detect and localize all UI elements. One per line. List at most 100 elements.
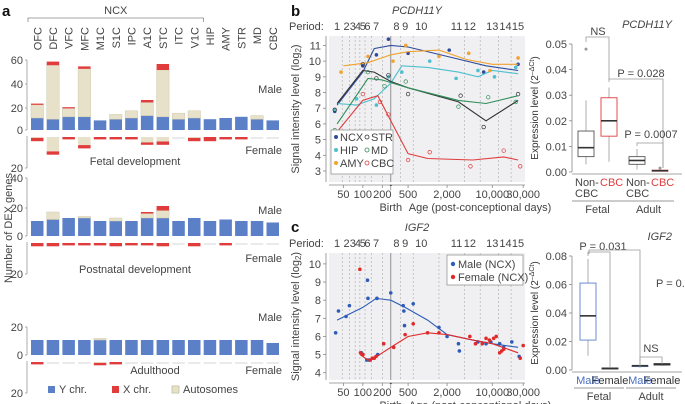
male-bar-y (235, 340, 248, 355)
male-bar-autosomes (109, 114, 123, 120)
male-bar-y (46, 219, 60, 236)
y-tick-label: 10 (309, 259, 321, 271)
chart-title: PCDH11Y (392, 5, 443, 17)
data-point (403, 332, 407, 337)
data-point (411, 302, 416, 306)
period-number: 12 (464, 238, 476, 250)
x-tick-label: 50 (337, 189, 349, 201)
period-number: 6 (364, 238, 370, 250)
panel-b-box-plot: PCDH11Y 0.00 0.01 0.02 0.03 0.04 0.05 Expressio… (529, 19, 682, 216)
period-number: 4 (355, 238, 361, 250)
data-point (509, 340, 514, 344)
data-point (361, 352, 365, 357)
data-point (403, 43, 408, 48)
y-tick-label: 40 (11, 79, 23, 91)
data-point (521, 343, 525, 348)
x-tick-label: 30,000 (506, 189, 540, 201)
data-point (513, 65, 518, 70)
male-bar-autosomes (62, 108, 76, 118)
outlier-point (658, 166, 662, 170)
significance-label: NS (590, 26, 605, 38)
y-tick-label: 11 (310, 40, 321, 52)
data-point (456, 341, 461, 346)
data-point (488, 68, 492, 73)
data-point (518, 164, 523, 169)
y-tick-label: 4 (315, 368, 321, 380)
female-bar-autosomes (78, 137, 91, 146)
data-point (374, 76, 379, 81)
female-bar-x (140, 142, 154, 145)
female-bar-x (62, 137, 75, 140)
female-label: Female (245, 365, 282, 377)
category-label: V1C (189, 27, 201, 48)
male-bar-x (78, 66, 91, 69)
male-bar-y (235, 116, 248, 130)
female-bar-x (188, 243, 201, 247)
panel-label-a: a (2, 3, 11, 20)
male-bar-y (109, 221, 122, 236)
period-number: 11 (451, 238, 462, 250)
group-label: Adult (638, 391, 663, 403)
male-bar-y (172, 340, 185, 355)
data-point (336, 309, 341, 313)
significance-bracket (639, 356, 663, 364)
female-bar-x (203, 137, 217, 142)
birth-label: Birth (379, 202, 402, 214)
data-point (339, 70, 343, 74)
male-bar-autosomes (140, 102, 154, 116)
male-bar-y (250, 119, 264, 130)
female-bar-x (219, 137, 232, 140)
y-tick-label: 40 (11, 173, 23, 185)
period-label: Period: (289, 238, 324, 250)
y-axis-label: Signal intensity level (log2) (290, 252, 303, 381)
box-adult-cbc (651, 166, 669, 172)
period-number: 9 (402, 21, 408, 33)
male-bar-y (203, 119, 217, 130)
data-point (492, 75, 497, 79)
female-bar-x (31, 243, 44, 247)
x-tick-label: 50 (337, 387, 349, 399)
legend-box (330, 129, 394, 175)
data-point (484, 336, 488, 341)
period-number: 10 (415, 238, 427, 250)
period-number: 2 (343, 238, 349, 250)
male-bar-autosomes (250, 115, 264, 120)
male-bar-y (31, 221, 44, 236)
category-label: IPC (126, 27, 138, 45)
data-point (486, 95, 491, 100)
male-bar-y (109, 340, 122, 355)
female-bar-x (78, 145, 91, 149)
data-point (501, 148, 506, 153)
box (600, 97, 618, 137)
y-tick-label: 0.00 (546, 167, 567, 179)
y-axis-label: Expression level (2–ΔCt) (529, 56, 541, 159)
male-bar-y (172, 221, 185, 236)
female-bar-autosomes (156, 137, 170, 142)
x-tick-label: 2,000 (433, 387, 461, 399)
male-bar-y (188, 340, 201, 355)
female-bar-x (31, 362, 44, 365)
female-bar-x (125, 137, 138, 140)
male-bar-y (203, 340, 217, 355)
y-tick-label: 0.06 (546, 280, 567, 292)
y-axis-label: Expression level (2–ΔCt) (529, 261, 541, 364)
legend-swatch (171, 385, 180, 394)
female-bar-autosomes (140, 137, 154, 143)
male-bar-autosomes (156, 69, 170, 118)
data-point (374, 354, 378, 359)
box (579, 282, 597, 341)
x-label-second-line: CBC (575, 188, 598, 200)
male-bar-y (125, 118, 138, 130)
male-bar-autosomes (140, 213, 154, 219)
y-tick-label: 0.02 (546, 116, 567, 128)
female-bar-x (93, 362, 107, 366)
data-point (468, 334, 472, 339)
male-bar-autosomes (93, 338, 107, 341)
legend-swatch (112, 386, 119, 393)
y-tick-label: 20 (11, 203, 23, 215)
x-label: CBC (600, 177, 623, 189)
male-bar-y (78, 116, 91, 130)
female-bar-x (78, 243, 91, 246)
male-bar-x (156, 206, 170, 211)
